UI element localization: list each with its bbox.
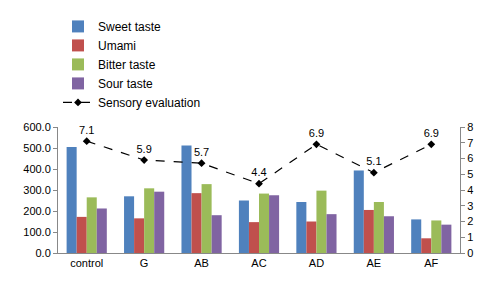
svg-text:AC: AC: [251, 257, 266, 269]
svg-text:100.0: 100.0: [23, 226, 51, 238]
svg-text:AD: AD: [309, 257, 324, 269]
svg-text:2: 2: [467, 215, 473, 227]
svg-text:3: 3: [467, 200, 473, 212]
svg-text:400.0: 400.0: [23, 163, 51, 175]
svg-text:5.7: 5.7: [194, 146, 209, 158]
svg-text:6: 6: [467, 152, 473, 164]
svg-text:5.1: 5.1: [366, 155, 381, 167]
svg-text:7: 7: [467, 137, 473, 149]
svg-text:0.0: 0.0: [36, 247, 51, 259]
svg-text:AF: AF: [424, 257, 438, 269]
svg-text:8: 8: [467, 121, 473, 133]
svg-text:Sweet taste: Sweet taste: [98, 20, 161, 34]
svg-text:Bitter taste: Bitter taste: [98, 58, 156, 72]
svg-text:AE: AE: [367, 257, 382, 269]
svg-text:7.1: 7.1: [79, 124, 94, 136]
svg-text:300.0: 300.0: [23, 184, 51, 196]
svg-text:control: control: [70, 257, 103, 269]
svg-text:AB: AB: [194, 257, 209, 269]
svg-text:5: 5: [467, 168, 473, 180]
svg-text:5.9: 5.9: [136, 143, 151, 155]
svg-text:200.0: 200.0: [23, 205, 51, 217]
svg-text:Sour taste: Sour taste: [98, 77, 153, 91]
svg-text:600.0: 600.0: [23, 121, 51, 133]
svg-text:Umami: Umami: [98, 39, 136, 53]
svg-text:Sensory evaluation: Sensory evaluation: [98, 96, 200, 110]
svg-text:6.9: 6.9: [309, 127, 324, 139]
svg-text:4.4: 4.4: [251, 166, 266, 178]
svg-text:G: G: [140, 257, 149, 269]
svg-text:4: 4: [467, 184, 473, 196]
svg-text:1: 1: [467, 231, 473, 243]
svg-text:6.9: 6.9: [424, 127, 439, 139]
svg-text:0: 0: [467, 247, 473, 259]
svg-text:500.0: 500.0: [23, 142, 51, 154]
